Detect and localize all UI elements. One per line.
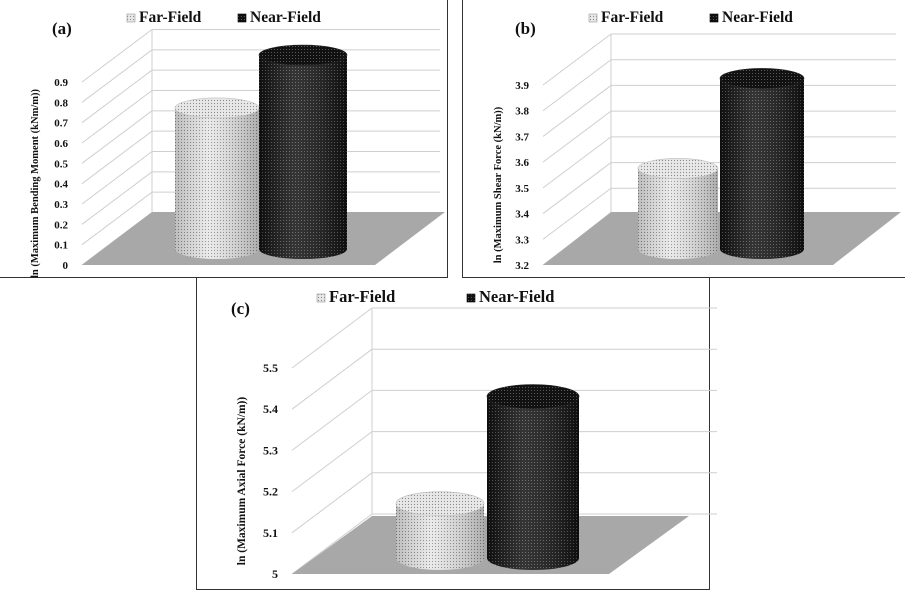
legend-entry-near-field: Near-Field: [466, 287, 554, 306]
y-tick-label: 3.2: [515, 260, 529, 272]
y-tick-label: 5: [272, 567, 278, 581]
y-tick-label: 0.4: [54, 179, 68, 191]
svg-text:Near-Field: Near-Field: [479, 287, 554, 306]
panel-label: (c): [231, 299, 250, 318]
svg-text:Far-Field: Far-Field: [329, 287, 395, 306]
chart-c-svg: 5 5.1 5.2 5.3 5.4 5.5 ln (Maximum Axial Force …: [231, 287, 717, 581]
bar-near-field: [258, 44, 348, 259]
y-tick-label: 0: [63, 260, 69, 272]
y-axis-label: ln (Maximum Shear Force (kN/m)): [493, 106, 504, 263]
bar-near-field: [719, 68, 805, 259]
y-tick-label: 0.8: [54, 97, 68, 109]
chart-panel-c: 5 5.1 5.2 5.3 5.4 5.5 ln (Maximum Axial Force …: [196, 278, 717, 590]
y-tick-label: 0.3: [54, 199, 68, 211]
chart-a-svg: 0 0.1 0.2 0.3 0.4 0.5 0.6 0.7 0.8 0.9 ln (Maximum …: [30, 9, 445, 278]
chart-b-svg: 3.2 3.3 3.4 3.5 3.6 3.7 3.8 3.9 ln (Maximum Shea…: [493, 9, 901, 272]
y-tick-label: 3.9: [515, 80, 529, 92]
legend-entry-near-field: Near-Field: [709, 9, 793, 26]
y-tick-label: 3.5: [515, 183, 529, 195]
y-tick-label: 0.9: [54, 77, 68, 89]
bar-far-field: [637, 158, 719, 259]
panel-label: (b): [515, 19, 536, 38]
chart-panel-a: 0 0.1 0.2 0.3 0.4 0.5 0.6 0.7 0.8 0.9 ln (Maximum …: [0, 0, 448, 278]
bar-far-field: [174, 97, 260, 259]
legend-entry-near-field: Near-Field: [237, 9, 321, 26]
y-tick-label: 0.1: [54, 240, 68, 252]
y-tick-label: 3.6: [515, 157, 529, 169]
panel-label: (a): [52, 19, 72, 38]
chart-panel-b: 3.2 3.3 3.4 3.5 3.6 3.7 3.8 3.9 ln (Maximum Shea…: [462, 0, 905, 278]
bar-far-field: [395, 491, 485, 570]
legend-entry-far-field: Far-Field: [588, 9, 664, 26]
y-tick-label: 3.3: [515, 234, 529, 246]
y-tick-label: 3.8: [515, 106, 529, 118]
svg-text:Far-Field: Far-Field: [601, 9, 664, 26]
y-tick-label: 5.4: [263, 402, 278, 416]
bar-near-field: [486, 384, 580, 570]
svg-text:Near-Field: Near-Field: [250, 9, 321, 26]
y-tick-label: 0.5: [54, 158, 68, 170]
y-axis-label: ln (Maximum Bending Moment (kNm/m)): [30, 89, 41, 278]
y-tick-label: 3.7: [515, 131, 529, 143]
y-tick-label: 0.2: [54, 219, 68, 231]
y-tick-label: 0.6: [54, 138, 68, 150]
y-tick-label: 5.2: [263, 485, 278, 499]
legend-entry-far-field: Far-Field: [316, 287, 395, 306]
legend-entry-far-field: Far-Field: [126, 9, 202, 26]
y-tick-label: 5.3: [263, 443, 278, 457]
y-tick-label: 5.5: [263, 361, 278, 375]
y-tick-label: 3.4: [515, 209, 529, 221]
svg-text:Far-Field: Far-Field: [139, 9, 202, 26]
y-tick-label: 5.1: [263, 526, 278, 540]
y-axis-label: ln (Maximum Axial Force (kN/m)): [236, 397, 248, 566]
svg-text:Near-Field: Near-Field: [722, 9, 793, 26]
y-tick-label: 0.7: [54, 118, 68, 130]
